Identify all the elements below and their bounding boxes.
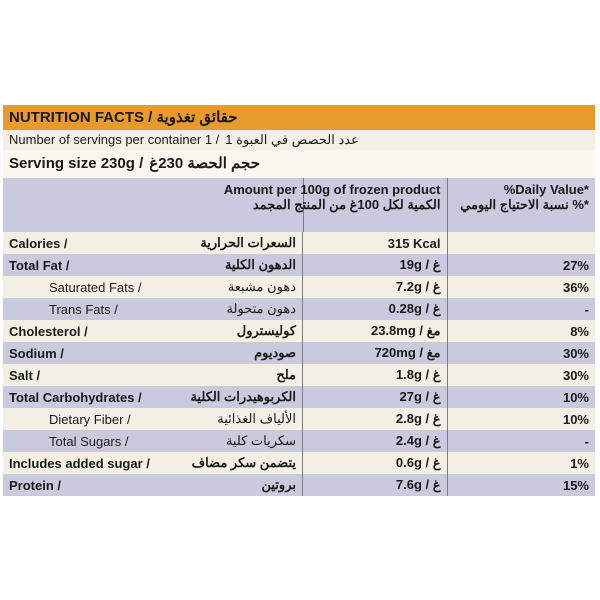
nutrient-row: Sodium / صوديوم 720mg / مغ 30% xyxy=(3,342,595,364)
nutrient-row: Cholesterol / كوليسترول 23.8mg / مغ 8% xyxy=(3,320,595,342)
nutrient-name: Sodium / صوديوم xyxy=(3,342,303,364)
nutrient-en: Includes added sugar / xyxy=(9,455,150,471)
nutrient-name: Trans Fats / دهون متحولة xyxy=(3,298,303,320)
nutrient-ar: الدهون الكلية xyxy=(224,257,296,272)
daily-value: 30% xyxy=(447,342,595,364)
nutrient-name: Cholesterol / كوليسترول xyxy=(3,320,303,342)
nutrient-row: Protein / بروتين 7.6g / غ 15% xyxy=(3,474,595,496)
daily-value: - xyxy=(447,430,595,452)
amount: 720mg / مغ xyxy=(303,342,448,364)
amount: 2.4g / غ xyxy=(303,430,448,452)
nutrient-ar: سكريات كلية xyxy=(225,433,296,448)
daily-value xyxy=(447,232,595,254)
table-head: Amount per 100g of frozen product الكمية … xyxy=(3,178,595,232)
amount: 315 Kcal xyxy=(303,232,448,254)
nutrient-row: Trans Fats / دهون متحولة 0.28g / غ- xyxy=(3,298,595,320)
nutrient-name: Saturated Fats / دهون مشبعة xyxy=(3,276,303,298)
nutrient-en: Calories / xyxy=(9,235,68,251)
daily-value: 8% xyxy=(447,320,595,342)
nutrient-row: Calories / السعرات الحرارية 315 Kcal xyxy=(3,232,595,254)
daily-value: 10% xyxy=(447,386,595,408)
amount-en: Amount per 100g of frozen product xyxy=(223,182,441,197)
amount: 2.8g / غ xyxy=(303,408,448,430)
nutrient-row: Salt / ملح 1.8g / غ 30% xyxy=(3,364,595,386)
nutrient-en: Saturated Fats / xyxy=(49,279,142,295)
servings-en: Number of servings per container 1 / xyxy=(9,132,220,147)
nutrient-en: Sodium / xyxy=(9,345,64,361)
nutrient-ar: الكربوهيدرات الكلية xyxy=(190,389,296,404)
nutrient-en: Salt / xyxy=(9,367,41,383)
serving-size-ar: حجم الحصة 230غ xyxy=(149,155,260,172)
amount-ar: الكمية لكل 100غ من المنتج المجمد xyxy=(252,197,441,212)
amount-head: Amount per 100g of frozen product الكمية … xyxy=(224,178,448,232)
nutrient-name: Calories / السعرات الحرارية xyxy=(3,232,303,254)
amount: 1.8g / غ xyxy=(303,364,448,386)
nutrient-en: Total Sugars / xyxy=(49,433,129,449)
daily-value: 36% xyxy=(447,276,595,298)
nutrient-ar: الألياف الغذائية xyxy=(217,411,296,426)
nutrient-row: Total Fat / الدهون الكلية 19g / غ 27% xyxy=(3,254,595,276)
amount: 27g / غ xyxy=(303,386,448,408)
nutrient-row: Includes added sugar / يتضمن سكر مضاف 0.6g… xyxy=(3,452,595,474)
nutrient-ar: ملح xyxy=(276,367,296,382)
amount: 0.6g / غ xyxy=(303,452,448,474)
nutrient-row: Saturated Fats / دهون مشبعة 7.2g / غ 36% xyxy=(3,276,595,298)
nutrient-ar: صوديوم xyxy=(254,345,296,360)
nutrient-name: Salt / ملح xyxy=(3,364,303,386)
serving-size: Serving size 230g / حجم الحصة 230غ xyxy=(3,150,595,178)
amount: 19g / غ xyxy=(303,254,448,276)
daily-value: 15% xyxy=(447,474,595,496)
nutrient-ar: بروتين xyxy=(261,477,296,492)
amount: 7.2g / غ xyxy=(303,276,448,298)
nutrient-ar: دهون متحولة xyxy=(226,301,296,316)
nutrient-en: Protein / xyxy=(9,477,62,493)
nutrient-ar: دهون مشبعة xyxy=(227,279,296,294)
servings: Number of servings per container 1 / عدد … xyxy=(3,130,595,150)
nutrient-en: Cholesterol / xyxy=(9,323,88,339)
nutrition-table: Amount per 100g of frozen product الكمية … xyxy=(3,178,595,496)
nutrient-en: Dietary Fiber / xyxy=(49,411,131,427)
daily-value: - xyxy=(447,298,595,320)
dv-ar: نسبة الاحتياج اليومي %* xyxy=(460,197,589,212)
nutrient-name: Total Sugars / سكريات كلية xyxy=(3,430,303,452)
daily-value: 1% xyxy=(447,452,595,474)
nutrient-name: Protein / بروتين xyxy=(3,474,303,496)
nutrient-en: Total Fat / xyxy=(9,257,70,273)
nutrient-row: Total Sugars / سكريات كلية 2.4g / غ- xyxy=(3,430,595,452)
nutrient-ar: يتضمن سكر مضاف xyxy=(191,455,296,470)
daily-value: 10% xyxy=(447,408,595,430)
daily-value: 30% xyxy=(447,364,595,386)
nutrient-name: Total Fat / الدهون الكلية xyxy=(3,254,303,276)
nutrient-ar: كوليسترول xyxy=(236,323,296,338)
serving-size-en: Serving size 230g / xyxy=(9,155,144,172)
nutrient-en: Trans Fats / xyxy=(49,301,118,317)
amount: 0.28g / غ xyxy=(303,298,448,320)
nutrient-name: Total Carbohydrates / الكربوهيدرات الكلية xyxy=(3,386,303,408)
nutrient-name: Includes added sugar / يتضمن سكر مضاف xyxy=(3,452,303,474)
servings-ar: عدد الحصص في العبوة 1 xyxy=(225,132,359,147)
nutrition-label: NUTRITION FACTS / حقائق تغذوية Number of… xyxy=(3,105,595,496)
nutrient-ar: السعرات الحرارية xyxy=(200,235,296,250)
dv-head: %Daily Value* نسبة الاحتياج اليومي %* xyxy=(447,178,595,232)
amount: 23.8mg / مغ xyxy=(303,320,448,342)
dv-en: %Daily Value* xyxy=(503,182,589,197)
nutrient-en: Total Carbohydrates / xyxy=(9,389,142,405)
title: NUTRITION FACTS / حقائق تغذوية xyxy=(3,105,595,130)
nutrient-name: Dietary Fiber / الألياف الغذائية xyxy=(3,408,303,430)
daily-value: 27% xyxy=(447,254,595,276)
amount: 7.6g / غ xyxy=(303,474,448,496)
nutrient-row: Total Carbohydrates / الكربوهيدرات الكلية… xyxy=(3,386,595,408)
